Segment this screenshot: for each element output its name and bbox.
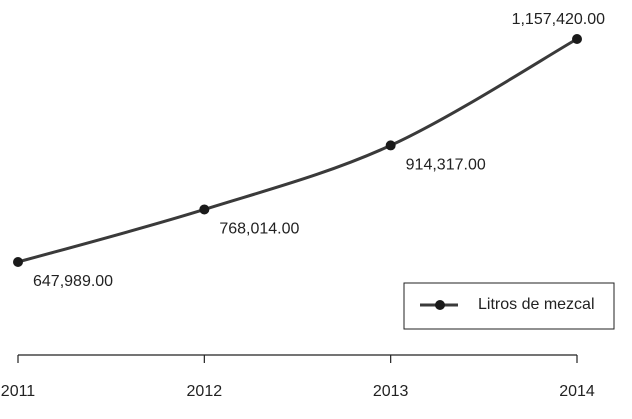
legend-label: Litros de mezcal	[478, 296, 595, 313]
value-label: 1,157,420.00	[512, 11, 606, 28]
x-tick-label: 2013	[373, 383, 409, 400]
value-label: 914,317.00	[406, 157, 486, 174]
line	[17, 37, 578, 264]
value-label: 768,014.00	[219, 221, 299, 238]
x-tick-label: 2011	[1, 383, 36, 400]
legend-box	[403, 282, 615, 330]
point	[572, 34, 582, 44]
point	[385, 140, 396, 151]
point	[13, 257, 23, 267]
x-tick-label: 2014	[559, 383, 595, 400]
point	[199, 204, 210, 215]
value-label: 647,989.00	[33, 273, 113, 290]
legend-marker	[435, 300, 445, 310]
x-tick-label: 2012	[187, 383, 223, 400]
